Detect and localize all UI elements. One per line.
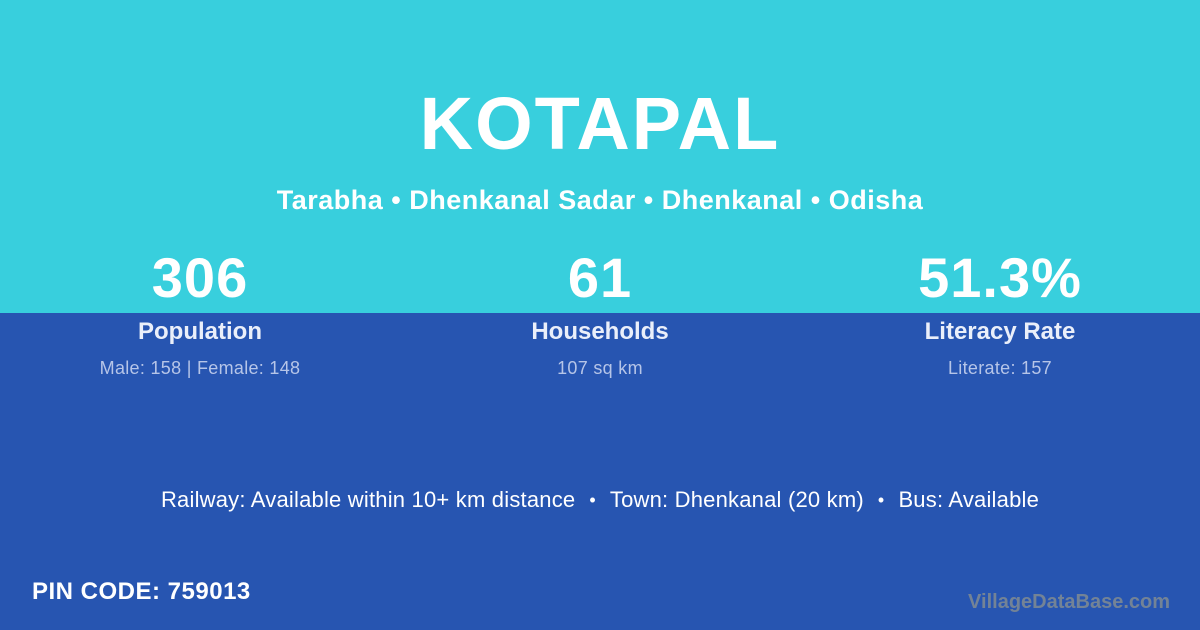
stat-literacy-rate: 51.3% Literacy Rate Literate: 157 <box>800 246 1200 379</box>
top-section-background <box>0 0 1200 313</box>
town-info: Town: Dhenkanal (20 km) <box>609 487 864 512</box>
bullet-separator: • <box>877 490 885 510</box>
pin-code-label: PIN CODE: 759013 <box>32 578 251 605</box>
literacy-rate-value: 51.3% <box>918 246 1082 309</box>
area-detail: 107 sq km <box>557 358 643 378</box>
location-breadcrumb: Tarabha • Dhenkanal Sadar • Dhenkanal • … <box>276 185 924 215</box>
literacy-rate-label: Literacy Rate <box>924 318 1076 345</box>
village-name-title: KOTAPAL <box>419 82 781 165</box>
stat-population: 306 Population Male: 158 | Female: 148 <box>0 246 400 379</box>
literate-count-detail: Literate: 157 <box>948 358 1052 378</box>
bullet-separator: • <box>589 490 596 510</box>
households-label: Households <box>531 318 669 345</box>
population-gender-detail: Male: 158 | Female: 148 <box>99 358 301 378</box>
population-label: Population <box>138 318 262 345</box>
households-value: 61 <box>567 246 633 309</box>
bus-info: Bus: Available <box>898 487 1040 512</box>
stat-households: 61 Households 107 sq km <box>400 246 800 379</box>
stats-row: 306 Population Male: 158 | Female: 148 6… <box>0 246 1200 379</box>
railway-info: Railway: Available within 10+ km distanc… <box>160 487 576 512</box>
site-watermark: VillageDataBase.com <box>968 591 1170 613</box>
population-value: 306 <box>151 246 249 309</box>
transport-info-line: Railway: Available within 10+ km distanc… <box>0 487 1200 513</box>
bottom-section-background <box>0 313 1200 630</box>
